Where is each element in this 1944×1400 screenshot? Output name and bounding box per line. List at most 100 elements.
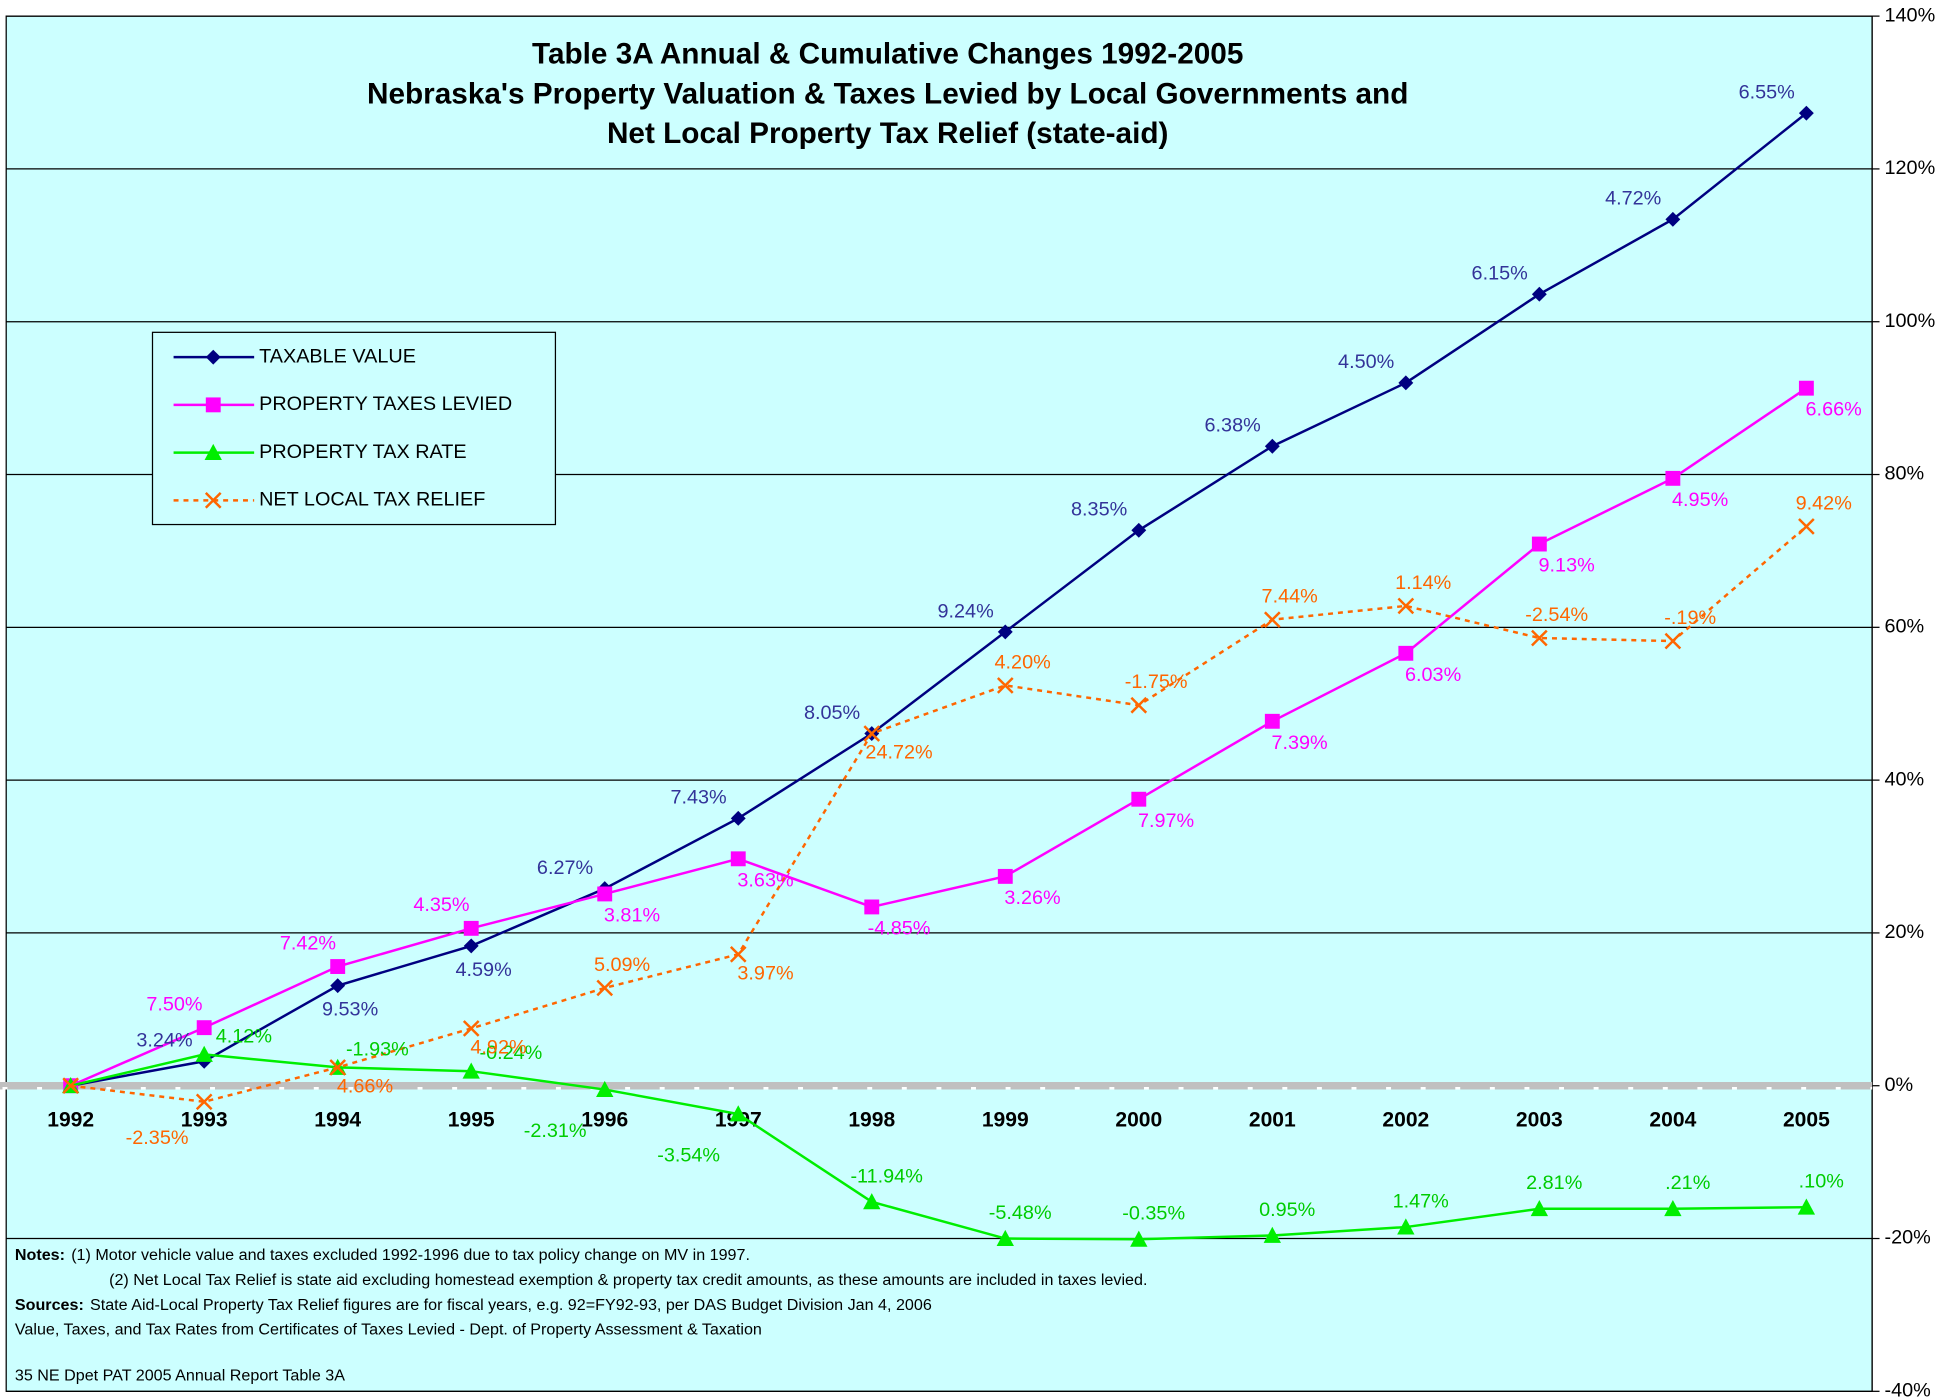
data-label: .21% [1665, 1172, 1710, 1194]
x-tick-label: 2005 [1783, 1109, 1830, 1132]
data-label: 4.92% [470, 1036, 526, 1058]
data-label: 6.27% [537, 857, 593, 879]
note: Notes: (1) Motor vehicle value and taxes … [15, 1246, 750, 1264]
marker [1665, 470, 1681, 486]
marker [1130, 696, 1148, 714]
data-label: -2.54% [1525, 604, 1588, 626]
marker [1798, 380, 1814, 396]
data-label: 4.35% [413, 894, 469, 916]
data-label: 8.35% [1071, 499, 1127, 521]
grid: -40% -20% 0% 20% 40% 60% 80% 100% 120% 140% 1992 19… [0, 4, 1935, 1400]
data-label: 6.66% [1806, 399, 1862, 421]
marker [1530, 1200, 1549, 1217]
marker [1397, 597, 1415, 615]
marker [1531, 286, 1547, 302]
data-label: -2.31% [524, 1120, 587, 1142]
data-label: -5.48% [989, 1202, 1052, 1224]
data-label: 9.24% [937, 600, 993, 622]
data-label: 1.47% [1393, 1190, 1449, 1212]
data-label: 9.53% [322, 999, 378, 1021]
x-tick-label: 1996 [581, 1109, 628, 1132]
data-label: -4.85% [868, 917, 931, 939]
series-line [70, 525, 1808, 1104]
note-text: Value, Taxes, and Tax Rates from Certifi… [15, 1321, 762, 1339]
note: (2) Net Local Tax Relief is state aid ex… [109, 1271, 1147, 1289]
marker [1264, 713, 1280, 729]
note-label: Sources: [15, 1296, 84, 1314]
legend-label: NET LOCAL TAX RELIEF [259, 489, 485, 511]
marker [1797, 1198, 1816, 1215]
x-tick-label: 1995 [448, 1109, 495, 1132]
x-tick-label: 1998 [848, 1109, 895, 1132]
data-label: -2.35% [126, 1127, 189, 1149]
x-tick-label: 1992 [47, 1109, 94, 1132]
note: Value, Taxes, and Tax Rates from Certifi… [15, 1321, 762, 1339]
data-label: 7.43% [670, 787, 726, 809]
note-text: (1) Motor vehicle value and taxes exclud… [71, 1246, 750, 1264]
marker [729, 945, 747, 963]
legend-marker [205, 397, 221, 413]
marker [863, 725, 881, 742]
data-label: 8.05% [804, 702, 860, 724]
marker [1531, 629, 1548, 647]
legend-label: TAXABLE VALUE [259, 345, 416, 367]
marker [330, 959, 346, 974]
marker [596, 1080, 614, 1097]
marker [597, 886, 613, 902]
data-label: 24.72% [865, 742, 932, 764]
footer: 35 NE Dpet PAT 2005 Annual Report Table … [15, 1367, 345, 1385]
legend-marker [204, 443, 222, 461]
legend: TAXABLE VALUE PROPERTY TAXES LEVIED PROPER… [151, 331, 557, 526]
data-label: -0.35% [1122, 1203, 1185, 1225]
marker [996, 677, 1014, 694]
data-label: 7.50% [146, 994, 202, 1016]
data-label: 4.20% [995, 651, 1051, 673]
marker [195, 1045, 213, 1062]
data-label: 6.38% [1205, 415, 1261, 437]
series-line [70, 112, 1808, 1087]
marker [329, 1059, 347, 1076]
data-label: 4.66% [337, 1075, 393, 1097]
data-label: 0.95% [1259, 1199, 1315, 1221]
marker [463, 920, 479, 936]
data-label: -.19% [1664, 607, 1716, 629]
data-label: 7.97% [1138, 810, 1194, 832]
marker [997, 624, 1013, 640]
plot-area [5, 15, 1873, 1392]
data-label: -1.93% [346, 1038, 409, 1060]
data-label: 7.39% [1271, 732, 1327, 754]
series-line [70, 1053, 1807, 1241]
marker [1398, 645, 1414, 661]
chart-title: Net Local Property Tax Relief (state-aid… [607, 117, 1168, 150]
marker [863, 1193, 881, 1210]
note-label: Notes: [15, 1246, 65, 1264]
marker [596, 979, 614, 997]
legend-label: PROPERTY TAX RATE [259, 441, 467, 463]
marker [729, 1105, 747, 1122]
data-label: 3.24% [136, 1030, 192, 1052]
marker [1131, 791, 1147, 807]
data-label: 3.26% [1004, 887, 1060, 909]
legend-marker [204, 492, 222, 509]
x-tick-label: 2003 [1516, 1109, 1563, 1132]
x-tick-label: 2002 [1382, 1109, 1429, 1132]
legend-marker [205, 349, 221, 365]
marker [1397, 1218, 1415, 1235]
data-label: 4.95% [1672, 489, 1728, 511]
data-label: 2.81% [1526, 1172, 1582, 1194]
data-label: -3.54% [657, 1144, 720, 1166]
marker [330, 978, 346, 994]
data-label: 4.50% [1338, 351, 1394, 373]
data-label: 7.42% [280, 932, 336, 954]
y-tick-label: 40% [1884, 768, 1924, 790]
data-label: -0.24% [479, 1042, 542, 1064]
legend-label: PROPERTY TAXES LEVIED [259, 393, 512, 415]
note-text: State Aid-Local Property Tax Relief figu… [90, 1296, 932, 1314]
y-tick-label: 100% [1884, 310, 1935, 332]
data-label: 5.09% [594, 954, 650, 976]
y-tick-label: 20% [1884, 921, 1924, 943]
marker [463, 938, 479, 954]
marker [1664, 1200, 1682, 1217]
x-tick-label: 2004 [1649, 1109, 1696, 1132]
